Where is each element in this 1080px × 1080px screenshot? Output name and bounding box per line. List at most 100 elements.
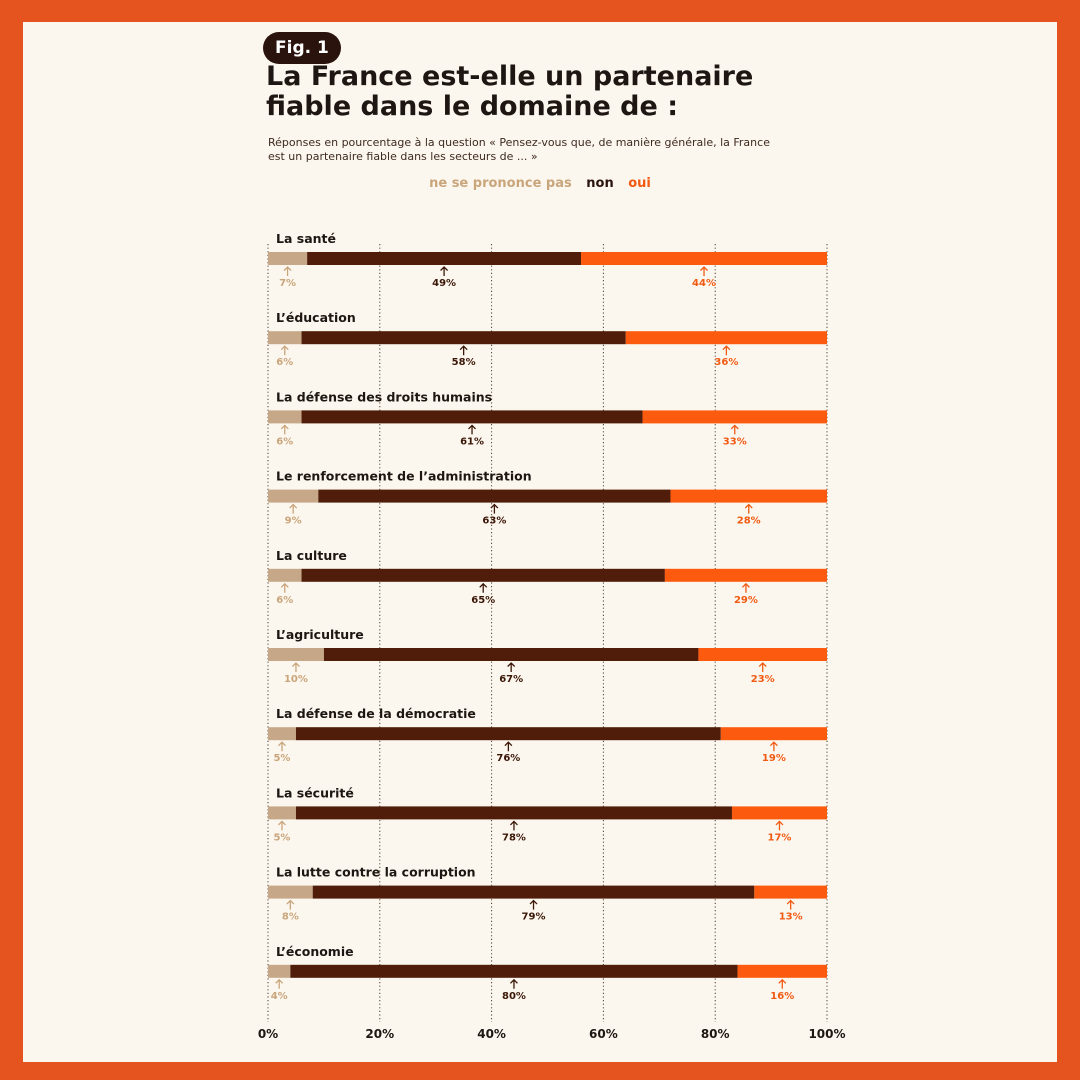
value-pointer xyxy=(280,345,289,356)
x-tick-label: 60% xyxy=(589,1027,618,1041)
data-label: 5% xyxy=(273,832,290,843)
data-label: 80% xyxy=(502,991,526,1002)
category-label: La lutte contre la corruption xyxy=(276,865,476,880)
data-label: 7% xyxy=(279,278,296,289)
title-line-1: La France est-elle un partenaire xyxy=(266,61,754,92)
data-label: 16% xyxy=(770,991,794,1002)
value-pointer xyxy=(510,820,518,831)
value-pointer xyxy=(459,345,468,356)
data-label: 67% xyxy=(499,674,523,685)
bar-segment xyxy=(625,331,827,345)
bar-segment xyxy=(318,489,671,503)
value-pointer xyxy=(775,820,784,831)
data-label: 6% xyxy=(276,595,293,606)
value-pointer xyxy=(722,345,731,356)
data-label: 10% xyxy=(284,674,308,685)
value-pointer xyxy=(758,662,767,672)
data-label: 79% xyxy=(522,912,546,923)
bar-segment xyxy=(323,648,699,661)
x-tick-label: 80% xyxy=(701,1027,730,1041)
value-pointer xyxy=(479,582,488,593)
value-pointer xyxy=(468,424,476,435)
chart-title: La France est-elle un partenaire fiable … xyxy=(266,62,826,122)
x-tick-label: 100% xyxy=(808,1027,845,1041)
value-pointer xyxy=(741,582,750,593)
bar-segment xyxy=(670,489,827,503)
value-pointer xyxy=(730,424,739,435)
data-label: 63% xyxy=(482,516,506,527)
bar-segment xyxy=(268,727,296,741)
data-label: 23% xyxy=(751,674,775,685)
data-label: 6% xyxy=(276,436,293,447)
bar-segment xyxy=(290,964,738,978)
x-tick-label: 20% xyxy=(365,1027,394,1041)
x-tick-label: 40% xyxy=(477,1027,506,1041)
legend-item-oui: oui xyxy=(628,176,651,191)
value-pointer xyxy=(286,899,295,910)
bar-segment xyxy=(664,568,827,582)
data-label: 44% xyxy=(692,278,716,289)
bar-segment xyxy=(301,568,665,582)
bar-segment xyxy=(737,964,827,978)
data-label: 8% xyxy=(282,912,299,923)
value-pointer xyxy=(778,978,787,989)
bar-segment xyxy=(581,252,827,265)
value-pointer xyxy=(786,899,795,910)
bar-segment xyxy=(754,885,827,899)
category-label: Le renforcement de l’administration xyxy=(276,469,532,484)
category-label: L’agriculture xyxy=(276,627,364,642)
category-label: La culture xyxy=(276,548,347,563)
x-tick-label: 0% xyxy=(258,1027,278,1041)
category-label: La santé xyxy=(276,231,336,246)
bar-segment xyxy=(268,252,308,265)
data-label: 6% xyxy=(276,357,293,368)
value-pointer xyxy=(700,266,708,276)
value-pointer xyxy=(278,741,286,752)
data-label: 33% xyxy=(723,436,747,447)
bar-segment xyxy=(268,489,319,503)
data-label: 4% xyxy=(271,991,288,1002)
data-label: 61% xyxy=(460,436,484,447)
value-pointer xyxy=(507,662,516,672)
figure-number-badge: Fig. 1 xyxy=(263,32,341,64)
bar-segment xyxy=(301,410,643,424)
chart-subtitle: Réponses en pourcentage à la question « … xyxy=(268,136,798,164)
bar-segment xyxy=(698,648,827,661)
data-label: 17% xyxy=(768,832,792,843)
data-label: 65% xyxy=(471,595,495,606)
data-label: 49% xyxy=(432,278,456,289)
bar-segment xyxy=(268,331,302,345)
data-label: 76% xyxy=(496,753,520,764)
category-label: L’éducation xyxy=(276,310,356,325)
category-label: L’économie xyxy=(276,944,354,959)
bar-segment xyxy=(731,806,827,820)
bar-segment xyxy=(307,252,582,265)
chart-legend: ne se prononce pas non oui xyxy=(0,176,1080,191)
bar-segment xyxy=(268,410,302,424)
value-pointer xyxy=(275,978,284,989)
title-line-2: fiable dans le domaine de : xyxy=(266,91,678,122)
bar-segment xyxy=(268,806,296,820)
data-label: 9% xyxy=(285,516,302,527)
bar-segment xyxy=(295,806,732,820)
data-label: 58% xyxy=(452,357,476,368)
value-pointer xyxy=(510,978,518,989)
bar-segment xyxy=(268,964,291,978)
value-pointer xyxy=(280,582,289,593)
bar-segment xyxy=(301,331,626,345)
value-pointer xyxy=(278,820,286,831)
value-pointer xyxy=(283,266,292,276)
data-label: 78% xyxy=(502,832,526,843)
value-pointer xyxy=(529,899,538,910)
data-label: 19% xyxy=(762,753,786,764)
legend-item-non: non xyxy=(586,176,614,191)
subtitle-line-1: Réponses en pourcentage à la question « … xyxy=(268,136,770,149)
value-pointer xyxy=(744,503,753,514)
bar-segment xyxy=(268,648,324,661)
value-pointer xyxy=(504,741,513,752)
data-label: 29% xyxy=(734,595,758,606)
subtitle-line-2: est un partenaire fiable dans les secteu… xyxy=(268,150,538,163)
data-label: 13% xyxy=(779,912,803,923)
bar-segment xyxy=(312,885,755,899)
